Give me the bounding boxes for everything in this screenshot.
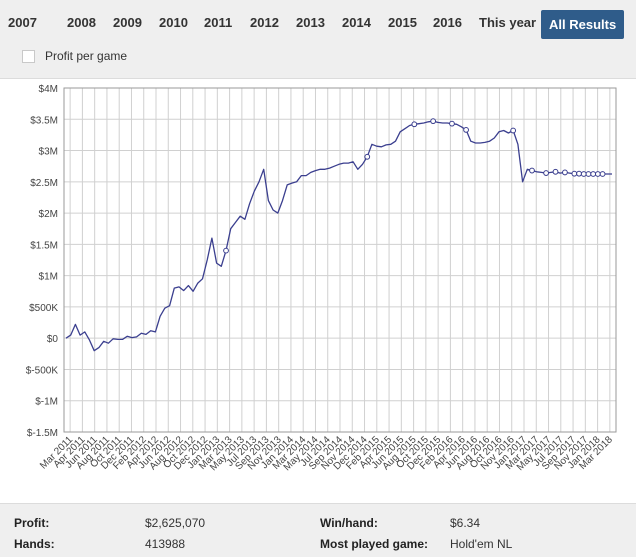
data-point: [599, 171, 606, 177]
data-point: [594, 171, 601, 177]
filter-bar: 2007 2008 2009 2010 2011 2012 2013 2014 …: [0, 0, 636, 79]
y-tick-label: $1.5M: [30, 240, 58, 251]
tab-2009[interactable]: 2009: [113, 15, 142, 30]
profit-value: $2,625,070: [145, 516, 206, 530]
data-point: [364, 153, 371, 160]
tab-2016[interactable]: 2016: [433, 15, 462, 30]
plot-frame: [63, 87, 617, 433]
win-per-hand-value: $6.34: [450, 516, 481, 530]
profit-series-line: [65, 120, 612, 352]
y-tick-label: $-500K: [26, 365, 59, 376]
tab-2013[interactable]: 2013: [296, 15, 325, 30]
profit-per-game-checkbox[interactable]: [22, 49, 35, 63]
tab-2010[interactable]: 2010: [159, 15, 188, 30]
y-tick-label: $500K: [29, 303, 58, 314]
profit-per-game-option[interactable]: Profit per game: [22, 47, 127, 65]
data-point: [223, 247, 229, 254]
y-tick-label: $3M: [39, 147, 58, 158]
y-tick-label: $1M: [39, 272, 58, 283]
tab-2007[interactable]: 2007: [8, 15, 37, 30]
data-point: [543, 170, 550, 176]
profit-per-game-label: Profit per game: [45, 49, 128, 63]
hands-value: 413988: [145, 537, 186, 551]
data-point: [463, 127, 469, 133]
stats-footer: Profit: $2,625,070 Win/hand: $6.34 Hands…: [0, 503, 636, 557]
data-point: [576, 170, 582, 177]
tab-2014[interactable]: 2014: [342, 15, 371, 30]
tab-2012[interactable]: 2012: [250, 15, 279, 30]
y-tick-label: $-1M: [35, 397, 58, 408]
data-point: [411, 121, 418, 128]
data-point: [529, 167, 535, 174]
tab-2011[interactable]: 2011: [204, 15, 233, 30]
year-tabs: 2007 2008 2009 2010 2011 2012 2013 2014 …: [0, 0, 636, 44]
data-point: [571, 170, 578, 177]
tab-this-year[interactable]: This year: [479, 15, 537, 30]
win-per-hand-label: Win/hand:: [320, 516, 378, 530]
y-tick-label: $3.5M: [30, 115, 58, 126]
data-point: [430, 118, 437, 125]
data-point: [590, 171, 597, 177]
profit-chart-panel: Mar 2011 Apr 2011 Jun 2011 Aug 2011 Oct 2011…: [0, 79, 636, 502]
data-point: [449, 120, 455, 127]
y-tick-label: $2.5M: [30, 178, 58, 189]
data-point: [552, 168, 559, 175]
data-point: [510, 127, 517, 134]
most-played-game-value: Hold'em NL: [450, 537, 513, 551]
y-tick-label: $0: [47, 334, 59, 345]
y-tick-label: $-1.5M: [27, 428, 58, 439]
most-played-game-label: Most played game:: [320, 537, 429, 551]
y-tick-label: $4M: [39, 84, 58, 95]
data-point: [562, 169, 568, 176]
y-tick-label: $2M: [39, 209, 58, 220]
profit-label: Profit:: [14, 516, 50, 530]
tab-2008[interactable]: 2008: [67, 15, 96, 30]
tab-all-results[interactable]: All Results: [541, 10, 625, 39]
data-point: [585, 171, 592, 177]
tab-2015[interactable]: 2015: [388, 15, 417, 30]
data-point: [580, 171, 587, 177]
hands-label: Hands:: [14, 537, 55, 551]
